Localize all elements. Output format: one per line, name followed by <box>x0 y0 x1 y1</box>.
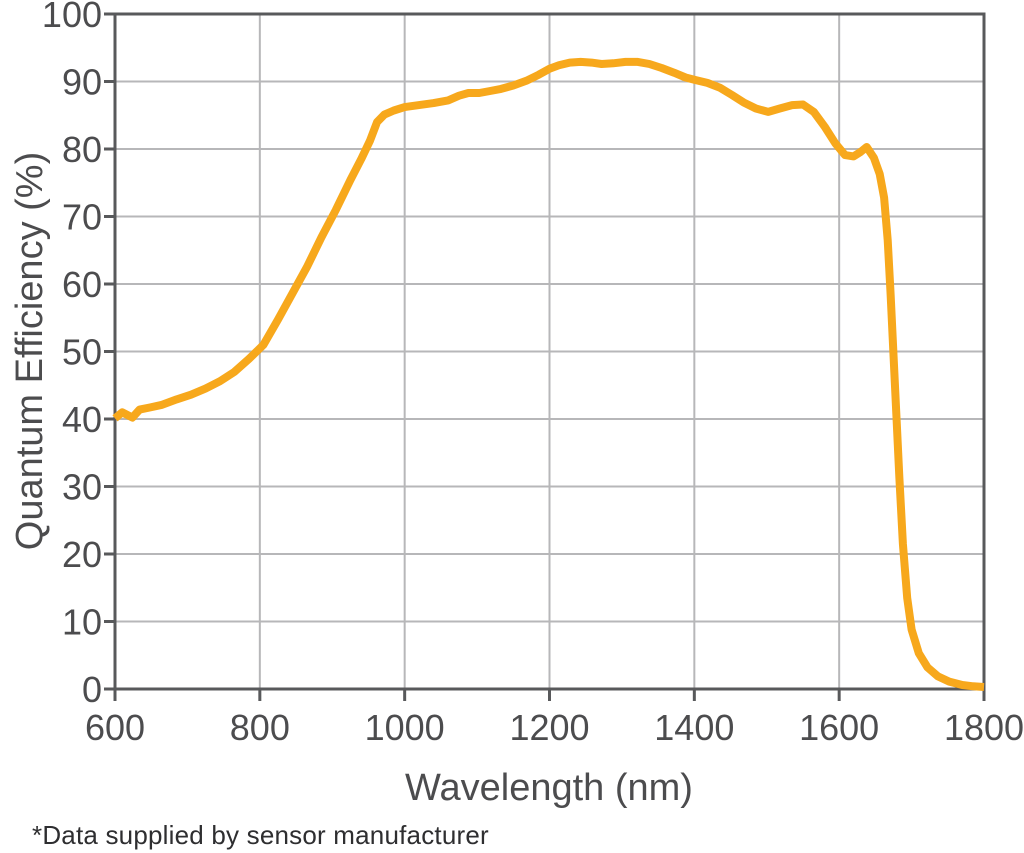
x-tick-label: 1600 <box>799 707 879 748</box>
gridlines <box>115 14 984 689</box>
x-tick-label: 600 <box>85 707 145 748</box>
axis-ticks <box>104 12 986 701</box>
y-tick-label: 50 <box>62 332 102 373</box>
y-tick-label: 30 <box>62 467 102 508</box>
x-axis-title: Wavelength (nm) <box>405 767 693 809</box>
y-tick-labels: 0 10 20 30 40 50 60 70 80 90 100 <box>42 0 102 710</box>
y-tick-label: 70 <box>62 197 102 238</box>
x-tick-label: 1800 <box>944 707 1024 748</box>
x-tick-label: 1000 <box>365 707 445 748</box>
y-tick-label: 100 <box>42 0 102 35</box>
y-axis-title: Quantum Efficiency (%) <box>9 152 51 550</box>
y-tick-label: 20 <box>62 534 102 575</box>
qe-curve <box>112 57 985 691</box>
plot-frame <box>113 12 986 691</box>
y-tick-label: 90 <box>62 62 102 103</box>
qe-curve-layer <box>112 57 985 691</box>
y-tick-label: 10 <box>62 602 102 643</box>
y-tick-label: 80 <box>62 129 102 170</box>
qe-chart-canvas: 600 800 1000 1200 1400 1600 1800 0 10 20 30 40 50 60… <box>9 0 1024 809</box>
footnote: *Data supplied by sensor manufacturer <box>32 820 489 850</box>
x-tick-labels: 600 800 1000 1200 1400 1600 1800 <box>85 707 1024 748</box>
x-tick-label: 1200 <box>509 707 589 748</box>
y-tick-label: 60 <box>62 264 102 305</box>
y-tick-label: 40 <box>62 399 102 440</box>
x-tick-label: 800 <box>230 707 290 748</box>
x-tick-label: 1400 <box>654 707 734 748</box>
y-tick-label: 0 <box>82 669 102 710</box>
